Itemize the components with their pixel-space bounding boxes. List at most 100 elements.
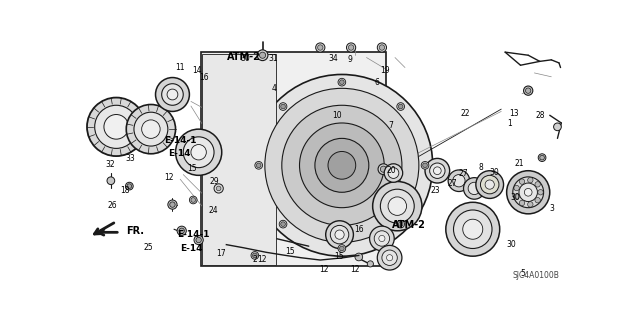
Circle shape [127,184,132,189]
Circle shape [476,171,504,198]
Circle shape [535,197,540,203]
Circle shape [524,189,532,196]
Circle shape [326,221,353,249]
Circle shape [372,182,422,231]
Text: 15: 15 [188,165,197,174]
Text: 27: 27 [459,169,468,178]
Text: 12: 12 [257,255,266,264]
Bar [201,52,386,266]
Text: 7: 7 [388,121,394,130]
Text: 28: 28 [535,111,545,120]
Text: 1: 1 [507,119,512,128]
Circle shape [315,138,369,192]
Circle shape [251,252,259,259]
Circle shape [189,196,197,204]
Bar [202,54,276,265]
Circle shape [259,52,266,58]
Circle shape [422,163,428,168]
Text: SJC4A0100B: SJC4A0100B [512,271,559,280]
Circle shape [214,184,223,193]
Text: 32: 32 [106,160,115,168]
Text: 15: 15 [285,247,294,256]
Circle shape [194,235,204,245]
Circle shape [380,166,387,172]
Circle shape [257,50,268,61]
Text: 27: 27 [447,179,457,188]
Circle shape [355,253,363,261]
Circle shape [468,182,481,195]
Text: ATM-2: ATM-2 [392,220,426,230]
Circle shape [281,104,285,109]
Text: 12: 12 [319,265,329,274]
Circle shape [282,105,402,226]
Circle shape [338,78,346,86]
Circle shape [95,105,138,148]
Circle shape [516,185,524,192]
Text: 30: 30 [510,193,520,202]
Circle shape [519,200,525,206]
Circle shape [397,103,404,110]
Circle shape [216,186,221,191]
Circle shape [328,152,356,179]
Text: 30: 30 [241,54,250,63]
Circle shape [481,175,499,194]
Circle shape [525,88,531,93]
Circle shape [425,159,450,183]
Text: 18: 18 [120,186,130,195]
Circle shape [183,137,214,168]
Circle shape [170,202,175,207]
Text: 21: 21 [515,159,524,168]
Circle shape [316,43,325,52]
Circle shape [433,167,441,174]
Circle shape [346,43,356,52]
Text: 26: 26 [108,201,117,210]
Circle shape [330,226,349,244]
Circle shape [191,198,196,202]
Text: 11: 11 [175,63,185,72]
Text: 16: 16 [199,73,209,82]
Text: 17: 17 [216,249,225,258]
Circle shape [514,185,519,191]
Circle shape [255,161,262,169]
Circle shape [378,245,402,270]
Text: ATM-2: ATM-2 [227,52,261,62]
Text: 30: 30 [506,240,516,249]
Circle shape [279,220,287,228]
Text: 12: 12 [350,265,360,274]
Text: 14: 14 [193,66,202,76]
Circle shape [507,171,550,214]
Text: 15: 15 [334,252,344,261]
Circle shape [177,226,186,235]
Circle shape [485,180,494,189]
Circle shape [281,222,285,226]
Circle shape [382,250,397,265]
Circle shape [452,174,465,187]
Circle shape [156,78,189,111]
Circle shape [540,155,545,160]
Text: 4: 4 [271,84,276,93]
Text: 6: 6 [375,78,380,87]
Circle shape [300,123,384,208]
Text: 13: 13 [509,109,519,118]
Text: 25: 25 [143,242,153,252]
Circle shape [168,200,177,209]
Circle shape [348,45,354,50]
Circle shape [535,182,540,187]
Circle shape [513,177,543,208]
Circle shape [446,202,500,256]
Text: 16: 16 [354,225,364,234]
Text: 2: 2 [253,255,257,264]
Circle shape [380,189,414,223]
Text: FR.: FR. [126,226,144,236]
Circle shape [463,219,483,239]
Text: 31: 31 [268,54,278,63]
Circle shape [134,112,168,146]
Text: E-14: E-14 [180,244,203,253]
Circle shape [378,164,389,174]
Circle shape [141,120,160,138]
Text: 20: 20 [387,167,396,175]
Circle shape [380,45,385,50]
Text: 5: 5 [520,269,525,278]
Circle shape [317,45,323,50]
Circle shape [454,210,492,249]
